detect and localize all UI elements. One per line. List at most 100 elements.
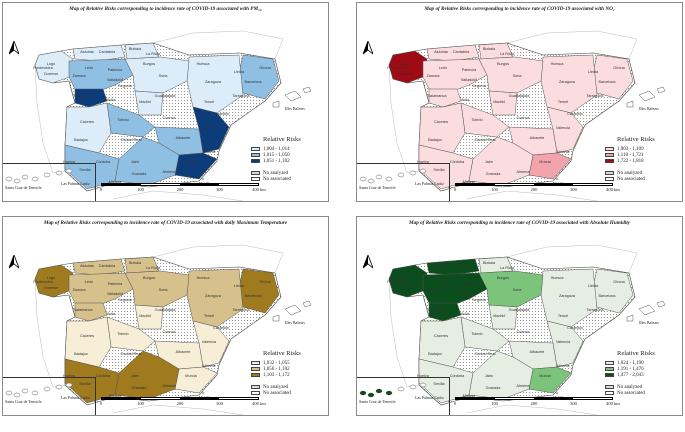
place-label: Asturias: [434, 50, 448, 54]
place-label: Toledo: [117, 118, 128, 122]
place-label: Almería: [162, 384, 176, 388]
place-label: Albacete: [530, 136, 545, 140]
place-label: Asturias: [434, 264, 448, 268]
place-label: Toledo: [117, 332, 128, 336]
baleares-label: Illes Balears: [639, 106, 659, 111]
place-label: Salamanca: [74, 308, 94, 312]
place-label: Girona: [613, 66, 625, 70]
place-label: Cuenca: [162, 330, 176, 334]
canary-islands-inset: [3, 163, 96, 201]
place-label: Cáceres: [434, 120, 448, 124]
legend-label: 1,722 - 1,818: [617, 158, 644, 164]
place-label: Asturias: [80, 50, 94, 54]
place-label: Lleida: [234, 284, 245, 288]
region-cyl_east: [478, 270, 544, 308]
scale-label: 400 km: [252, 187, 266, 192]
tenerife-label: Santa Cruz de Tenerife: [5, 399, 42, 404]
legend-swatch: [605, 361, 614, 365]
legend-no-associated: No associated: [251, 176, 301, 182]
scale-label: 100: [491, 187, 498, 192]
place-label: Salamanca: [428, 308, 448, 312]
scale-label: 100: [137, 401, 144, 406]
place-label: Guadalajara: [509, 94, 531, 98]
region-salamanca: [428, 88, 462, 108]
legend-no-analyzed: No analyzed: [605, 170, 655, 176]
place-label: Cáceres: [80, 334, 94, 338]
place-label: Málaga: [463, 180, 476, 184]
place-label: Cantabria: [99, 264, 116, 268]
place-label: Zaragoza: [559, 294, 576, 298]
place-label: Murcia: [539, 160, 551, 164]
place-label: Segovia: [118, 298, 133, 302]
map-panel-2: Map of Relative Risks corresponding to i…: [356, 2, 683, 202]
map-title: Map of Relative Risks corresponding to i…: [408, 220, 630, 226]
scale-label: 0: [453, 187, 457, 192]
region-madrid: [488, 90, 518, 116]
place-label: Valladolid: [461, 78, 477, 82]
legend-label: 1,015 - 1,050: [263, 152, 290, 158]
spain-map: Lugo Asturias Cantabria Bizkaia León Palencia…: [5, 244, 312, 415]
canary-islands-inset: [357, 163, 450, 201]
place-label: Valladolid: [107, 292, 123, 296]
legend-class-1: 1,003 - 1,109: [605, 146, 655, 152]
place-label: Ourense: [398, 72, 413, 76]
place-label: Granada: [132, 386, 148, 390]
place-label: León: [439, 66, 447, 70]
place-label: Toledo: [471, 118, 482, 122]
scale-label: 300: [570, 401, 577, 406]
place-label: Valencia: [202, 126, 217, 130]
legend-label: 1,477 - 2,043: [617, 372, 644, 378]
map-panel-3: Map of Relative Risks corresponding to i…: [2, 216, 329, 416]
place-label: Alicante: [556, 150, 570, 154]
place-label: Murcia: [539, 374, 551, 378]
scale-label: 100: [491, 401, 498, 406]
legend-swatch: [251, 373, 260, 377]
place-label: Soria: [159, 74, 169, 78]
place-label: Lugo: [47, 62, 55, 66]
place-label: Granada: [132, 172, 148, 176]
las-palmas-label: Las Palmas: [61, 181, 80, 186]
place-label: Sevilla: [79, 168, 91, 172]
place-label: Valencia: [202, 340, 217, 344]
place-label: Cádiz: [434, 396, 444, 400]
place-label: Pontevedra: [387, 66, 407, 70]
place-label: Burgos: [143, 62, 155, 66]
legend-swatch: [605, 373, 614, 377]
scale-label: 0: [99, 187, 103, 192]
legend-class-3: 1,103 - 1,172: [251, 372, 301, 378]
place-label: Jaén: [485, 374, 493, 378]
legend-swatch: [251, 153, 260, 157]
canary-islands-inset: [357, 377, 450, 415]
place-label: Albacete: [176, 136, 191, 140]
place-label: Tarragona: [232, 308, 250, 312]
legend-no-analyzed: No analyzed: [251, 384, 301, 390]
place-label: Castellón: [213, 112, 229, 116]
legend-swatch: [605, 159, 614, 163]
legend-no-analyzed: No analyzed: [605, 384, 655, 390]
legend-class-3: 1,477 - 2,043: [605, 372, 655, 378]
legend-title: Relative Risks: [617, 350, 655, 357]
place-label: Almería: [516, 384, 530, 388]
place-label: Alicante: [202, 364, 216, 368]
legend-label: 1,003 - 1,109: [617, 146, 644, 152]
map-title: Map of Relative Risks corresponding to i…: [43, 220, 288, 226]
region-madrid: [488, 304, 518, 330]
scale-label: 400 km: [252, 401, 266, 406]
place-label: Burgos: [497, 62, 509, 66]
place-label: Badajoz: [428, 138, 442, 142]
map-title: Map of Relative Risks corresponding to i…: [424, 6, 615, 12]
legend-label: 1,110 - 1,721: [617, 152, 644, 158]
place-label: Córdoba: [96, 160, 111, 164]
place-label: Huelva: [63, 374, 76, 378]
spain-map: Lugo Asturias Cantabria Bizkaia León Palencia…: [359, 30, 666, 201]
legend-label: 1,056 - 1,102: [263, 366, 290, 372]
place-label: Cantabria: [453, 264, 470, 268]
place-label: Bizkaia: [483, 47, 496, 51]
place-label: Toledo: [471, 332, 482, 336]
place-label: Guadalajara: [155, 308, 177, 312]
place-label: Zamora: [72, 288, 86, 292]
scale-bar: 0 100 200 300 400 km: [99, 183, 281, 192]
place-label: Palencia: [462, 282, 477, 286]
region-cyl_east: [124, 270, 190, 308]
place-label: Cádiz: [80, 396, 90, 400]
